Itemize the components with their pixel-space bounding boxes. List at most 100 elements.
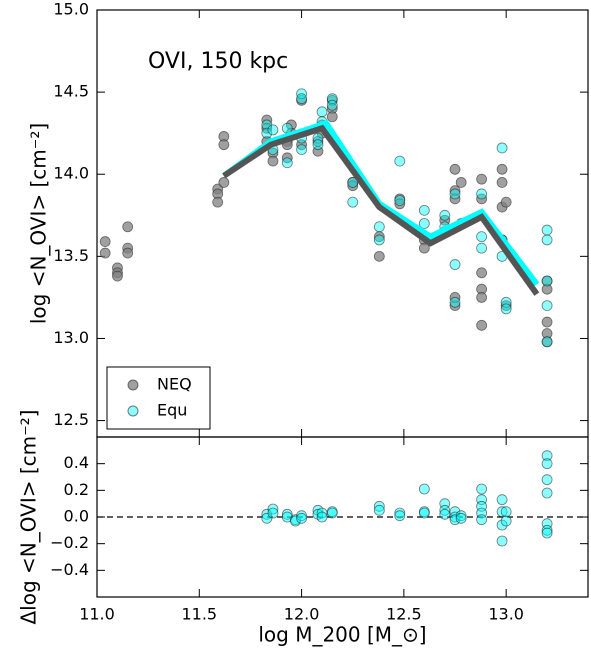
data-point <box>296 93 307 105</box>
data-point <box>394 198 406 210</box>
data-point <box>496 535 508 547</box>
y-tick-label: 14.0 <box>53 164 89 183</box>
data-point <box>476 319 488 331</box>
data-point <box>496 142 508 154</box>
data-point <box>476 514 488 526</box>
data-point <box>296 512 307 524</box>
data-point <box>316 106 328 118</box>
data-point <box>218 177 230 188</box>
y-tick-label: 0.0 <box>64 507 89 526</box>
data-point <box>394 155 406 167</box>
data-point <box>455 512 467 524</box>
data-point <box>455 177 467 188</box>
data-point <box>476 173 488 185</box>
data-point <box>476 483 488 495</box>
x-tick-label: 12.0 <box>284 605 320 624</box>
data-point <box>449 296 461 308</box>
data-point <box>541 487 553 499</box>
x-axis-label: log M_200 [M_⊙] <box>258 623 426 647</box>
data-point <box>122 221 134 233</box>
data-point <box>496 177 508 188</box>
data-point <box>373 221 385 233</box>
x-tick-label: 12.5 <box>386 605 422 624</box>
data-point <box>312 139 324 151</box>
data-point <box>541 524 553 536</box>
data-point <box>296 144 307 155</box>
data-point <box>418 507 430 519</box>
data-point <box>500 196 512 208</box>
y-tick-label: 12.5 <box>53 410 89 429</box>
data-point <box>99 247 111 259</box>
data-point <box>496 163 508 175</box>
data-point <box>496 506 508 518</box>
data-point <box>541 527 553 539</box>
data-point <box>316 511 328 523</box>
data-point <box>261 127 273 139</box>
data-point <box>418 483 430 495</box>
y-tick-label: −0.2 <box>50 533 89 552</box>
data-point <box>476 292 488 303</box>
data-point <box>541 300 553 312</box>
data-point <box>394 195 406 206</box>
data-point <box>122 247 134 259</box>
data-point <box>326 507 338 519</box>
data-point <box>347 180 359 192</box>
data-point <box>449 163 461 175</box>
data-point <box>439 209 451 221</box>
data-point <box>439 508 451 520</box>
data-point <box>394 507 406 519</box>
data-point <box>267 155 279 167</box>
data-point <box>496 494 508 506</box>
data-point <box>476 242 488 254</box>
data-point <box>476 231 488 243</box>
data-point <box>281 508 293 520</box>
data-point <box>267 503 279 515</box>
data-point <box>296 510 307 522</box>
data-point <box>373 234 385 246</box>
x-tick-label: 11.0 <box>79 605 115 624</box>
data-point <box>476 188 488 200</box>
data-point <box>541 316 553 328</box>
data-point <box>326 111 338 123</box>
data-point <box>373 500 385 512</box>
data-point <box>496 519 508 531</box>
data-point <box>541 224 553 236</box>
data-point <box>455 510 467 522</box>
y-tick-label: 15.0 <box>53 0 89 19</box>
y-axis-label: log <N_OVI> [cm⁻²] <box>27 123 51 324</box>
legend-label: Equ <box>157 401 187 420</box>
data-point <box>267 124 279 136</box>
data-point <box>541 336 553 348</box>
data-point <box>541 275 553 287</box>
data-point <box>541 283 553 295</box>
data-point <box>541 234 553 246</box>
data-point <box>476 267 488 279</box>
data-point <box>541 458 553 470</box>
data-point <box>373 504 385 516</box>
legend-marker <box>127 379 139 391</box>
data-point <box>500 300 512 312</box>
legend-label: NEQ <box>157 375 192 394</box>
data-point <box>267 507 279 519</box>
data-point <box>218 139 230 151</box>
x-tick-label: 13.0 <box>488 605 524 624</box>
y-tick-label: 0.2 <box>64 480 89 499</box>
annotation: OVI, 150 kpc <box>148 49 288 74</box>
data-point <box>541 474 553 486</box>
data-point <box>394 510 406 522</box>
data-point <box>326 99 338 111</box>
legend-marker <box>127 405 139 417</box>
y-tick-label: 13.0 <box>53 328 89 347</box>
y-axis-label: Δlog <N_OVI> [cm⁻²] <box>17 410 41 625</box>
data-point <box>449 259 461 270</box>
data-point <box>449 188 461 200</box>
data-point <box>418 204 430 216</box>
data-point <box>212 196 224 208</box>
data-point <box>112 270 123 282</box>
data-point <box>500 506 512 518</box>
data-point <box>418 218 430 229</box>
legend-box <box>106 366 211 430</box>
data-point <box>500 515 512 527</box>
